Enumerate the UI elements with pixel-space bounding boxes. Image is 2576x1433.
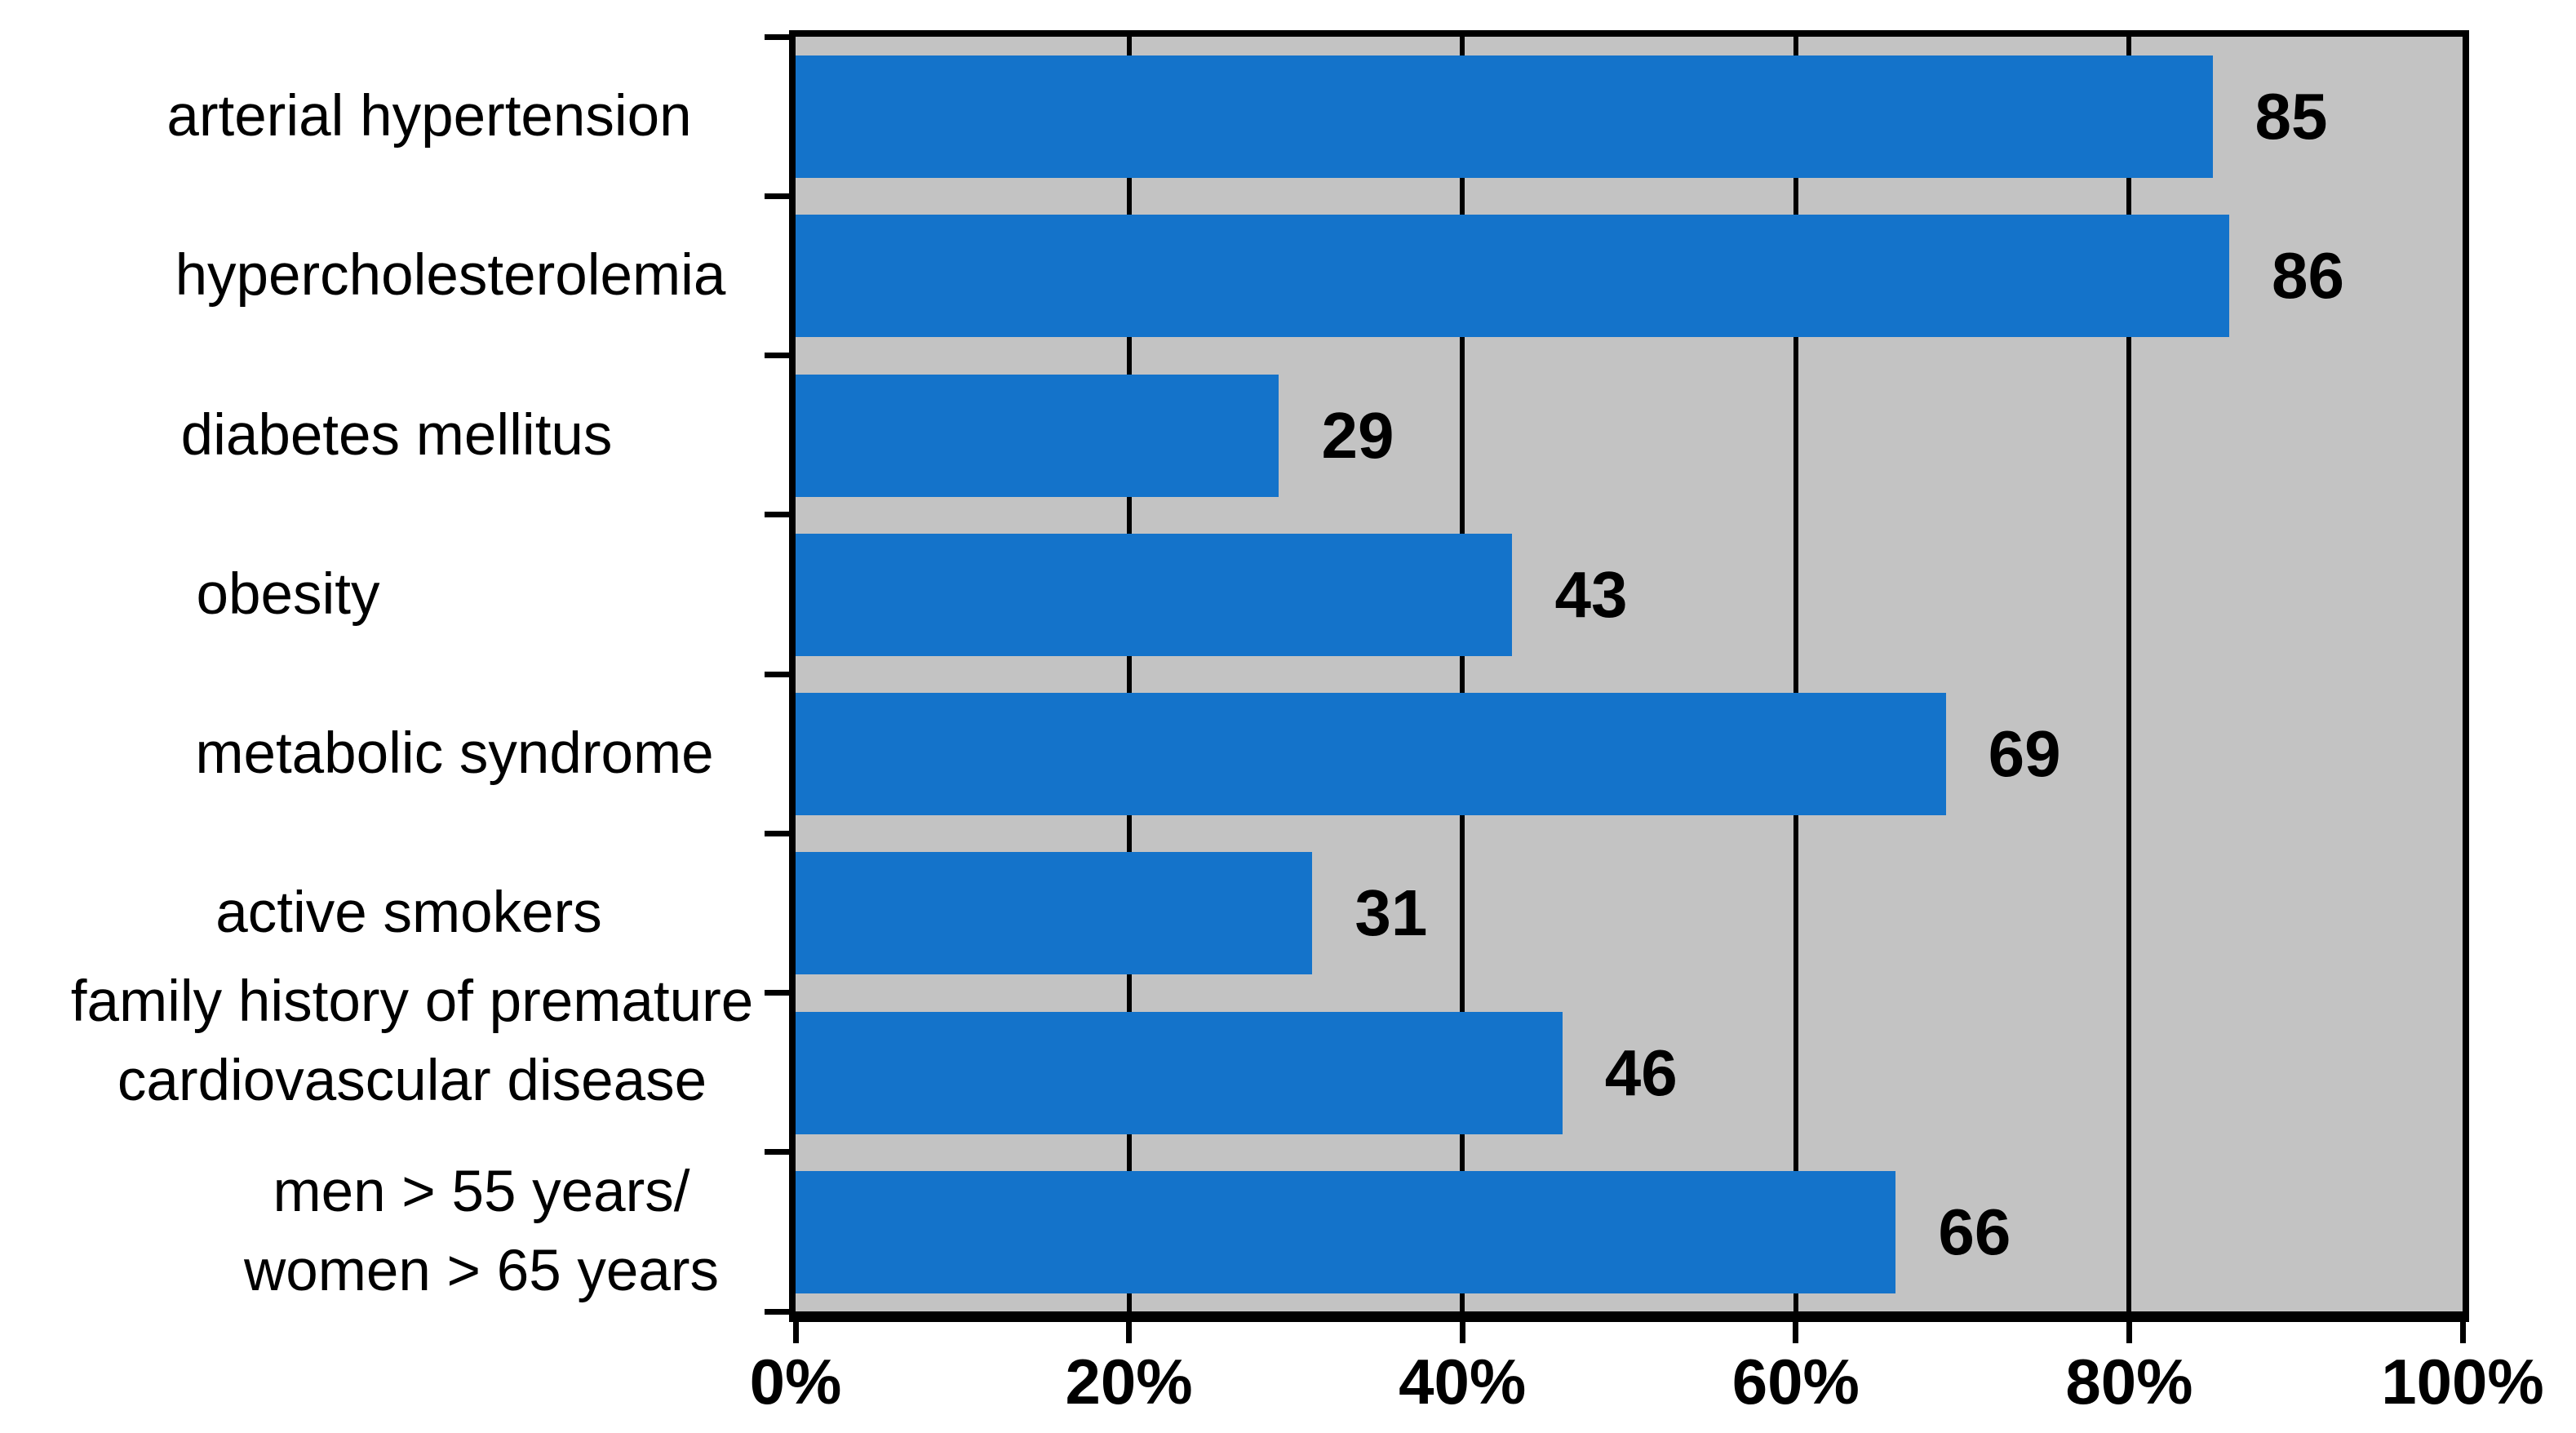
- y-axis-tick-6: [765, 990, 789, 996]
- category-label-line: arterial hypertension: [166, 84, 692, 149]
- category-label-line: women > 65 years: [243, 1239, 720, 1304]
- category-row-1: hypercholesterolemia: [0, 196, 783, 355]
- x-axis-tick-label-1: 20%: [1065, 1346, 1193, 1417]
- bar-4: [796, 693, 1946, 815]
- bar-5: [796, 852, 1313, 975]
- category-row-5: active smokers: [0, 833, 783, 992]
- value-label-5: 31: [1355, 876, 1428, 950]
- x-axis-tick-label-2: 40%: [1399, 1346, 1527, 1417]
- gridline-60: [1793, 37, 1798, 1311]
- y-axis-tick-3: [765, 512, 789, 518]
- y-axis-tick-2: [765, 353, 789, 358]
- category-label-line: men > 55 years/: [273, 1160, 690, 1225]
- category-label-line: diabetes mellitus: [180, 402, 613, 468]
- value-label-0: 85: [2255, 80, 2328, 153]
- gridline-20: [1126, 37, 1132, 1311]
- x-axis-tick-label-0: 0%: [749, 1346, 842, 1417]
- gridline-80: [2126, 37, 2132, 1311]
- y-axis-tick-1: [765, 193, 789, 199]
- category-row-6: family history of premature cardiovascula…: [0, 969, 783, 1152]
- x-axis-tick-5: [2459, 1322, 2466, 1343]
- category-row-7: men > 55 years/women > 65 years: [0, 1152, 783, 1311]
- category-label-line: cardiovascular disease: [117, 1049, 707, 1114]
- y-axis-tick-7: [765, 1149, 789, 1156]
- category-row-3: obesity: [0, 515, 783, 674]
- category-row-4: metabolic syndrome: [0, 674, 783, 833]
- bar-7: [796, 1170, 1896, 1293]
- plot-area: 85 86 29 43 69 31 46 66: [796, 37, 2463, 1311]
- gridline-40: [1460, 37, 1465, 1311]
- y-axis-tick-8: [765, 1308, 789, 1315]
- bar-6: [796, 1011, 1563, 1134]
- category-label-line: family history of premature: [70, 969, 754, 1035]
- category-label-2: diabetes mellitus: [181, 396, 613, 475]
- x-axis-tick-0: [792, 1322, 799, 1343]
- category-label-5: active smokers: [215, 873, 601, 952]
- x-axis-tick-label-3: 60%: [1731, 1346, 1860, 1417]
- category-label-1: hypercholesterolemia: [175, 236, 726, 315]
- category-label-0: arterial hypertension: [166, 77, 691, 156]
- value-label-1: 86: [2271, 239, 2344, 313]
- plot-frame: 85 86 29 43 69 31 46 66: [789, 30, 2469, 1322]
- x-axis-tick-2: [1459, 1322, 1465, 1343]
- y-axis-tick-0: [765, 33, 789, 40]
- x-axis-tick-label-4: 80%: [2065, 1346, 2193, 1417]
- x-axis-tick-label-5: 100%: [2381, 1346, 2544, 1417]
- y-axis-tick-4: [765, 671, 789, 677]
- category-label-line: hypercholesterolemia: [175, 243, 726, 308]
- category-row-0: arterial hypertension: [0, 37, 783, 196]
- y-axis-tick-5: [765, 830, 789, 836]
- x-axis-tick-4: [2126, 1322, 2132, 1343]
- value-label-4: 69: [1988, 717, 2061, 790]
- value-label-6: 46: [1604, 1036, 1678, 1109]
- category-label-3: obesity: [197, 555, 380, 634]
- bar-2: [796, 374, 1279, 497]
- category-label-line: active smokers: [215, 881, 602, 946]
- category-label-line: metabolic syndrome: [195, 721, 714, 787]
- category-label-7: men > 55 years/women > 65 years: [244, 1152, 719, 1311]
- bar-0: [796, 55, 2213, 178]
- category-labels-column: arterial hypertension hypercholesterolemi…: [0, 37, 783, 1311]
- value-label-2: 29: [1321, 398, 1394, 472]
- category-label-line: obesity: [196, 561, 380, 627]
- value-label-7: 66: [1938, 1195, 2011, 1268]
- category-label-6: family history of premature cardiovascula…: [71, 962, 754, 1120]
- category-label-4: metabolic syndrome: [195, 714, 713, 793]
- x-axis-tick-1: [1126, 1322, 1133, 1343]
- x-axis-tick-3: [1793, 1322, 1799, 1343]
- bar-1: [796, 215, 2229, 338]
- value-label-3: 43: [1554, 557, 1628, 631]
- bar-3: [796, 533, 1513, 656]
- category-row-2: diabetes mellitus: [0, 356, 783, 515]
